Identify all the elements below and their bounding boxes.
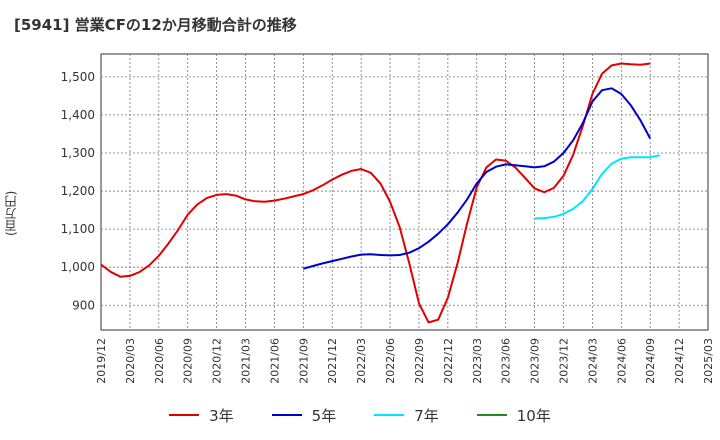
y-tick-label: 1,200 (61, 184, 95, 198)
x-tick-label: 2023/09 (529, 338, 542, 384)
chart-title: [5941] 営業CFの12か月移動合計の推移 (14, 16, 297, 34)
legend-swatch (476, 414, 507, 416)
chart-legend: 3年 5年 7年 10年 (0, 404, 720, 426)
legend-item: 3年 (169, 405, 234, 426)
legend-item: 10年 (476, 405, 551, 426)
legend-swatch (169, 414, 200, 416)
x-tick-label: 2022/12 (442, 338, 455, 384)
x-tick-label: 2021/12 (326, 338, 339, 384)
x-tick-label: 2019/12 (95, 338, 108, 384)
x-tick-label: 2023/03 (471, 338, 484, 384)
x-tick-label: 2022/03 (355, 338, 368, 384)
x-tick-label: 2021/06 (268, 338, 281, 384)
legend-label: 10年 (516, 406, 551, 425)
x-tick-label: 2024/06 (615, 338, 628, 384)
legend-item: 5年 (271, 405, 337, 426)
x-tick-label: 2021/03 (240, 338, 253, 384)
x-tick-label: 2023/06 (500, 338, 513, 384)
plot-area (100, 53, 709, 331)
y-tick-label: 900 (72, 298, 95, 312)
legend-swatch (374, 414, 405, 416)
x-tick-label: 2020/03 (124, 338, 137, 384)
legend-label: 3年 (209, 406, 234, 425)
y-tick-label: 1,300 (61, 146, 95, 160)
series-line-3年 (100, 62, 651, 324)
y-tick-label: 1,500 (61, 70, 95, 84)
y-tick-label: 1,000 (61, 260, 95, 274)
x-tick-label: 2024/12 (673, 338, 686, 384)
series-line-7年 (534, 154, 660, 220)
legend-item: 7年 (374, 405, 439, 426)
x-tick-label: 2025/03 (702, 338, 715, 384)
y-tick-label: 1,400 (61, 108, 95, 122)
legend-label: 5年 (311, 406, 337, 425)
x-tick-label: 2020/12 (211, 338, 224, 384)
x-tick-label: 2020/09 (182, 338, 195, 384)
x-tick-label: 2024/03 (586, 338, 599, 384)
series-line-5年 (303, 87, 652, 270)
x-tick-label: 2022/09 (413, 338, 426, 384)
legend-swatch (271, 414, 302, 416)
x-tick-label: 2021/09 (297, 338, 310, 384)
x-tick-label: 2023/12 (557, 338, 570, 384)
legend-label: 7年 (414, 406, 439, 425)
x-tick-label: 2024/09 (644, 338, 657, 384)
x-tick-label: 2022/06 (384, 338, 397, 384)
x-tick-label: 2020/06 (153, 338, 166, 384)
y-tick-label: 1,100 (61, 222, 95, 236)
